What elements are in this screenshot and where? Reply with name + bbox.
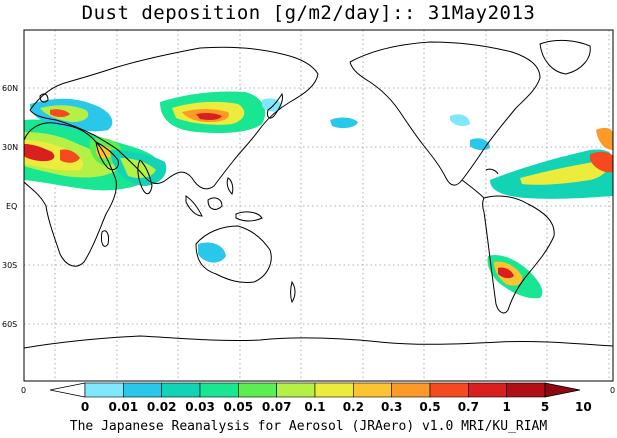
axis-end-left: 0 xyxy=(21,386,26,395)
dust-pacific-patch xyxy=(330,117,358,129)
colorbar-label: 0.02 xyxy=(147,400,177,414)
dust-australia-outer xyxy=(198,242,226,263)
dust-atlantic-core xyxy=(590,151,613,173)
map-title: Dust deposition [g/m2/day]:: 31May2013 xyxy=(81,2,536,24)
dust-wafrica-edge xyxy=(596,127,613,150)
coast-greenland xyxy=(539,39,591,75)
axis-end-right: 0 xyxy=(610,386,615,395)
dust-atlantic-mid xyxy=(520,160,608,185)
coastlines xyxy=(24,39,613,381)
coast-sumatra xyxy=(185,195,203,217)
colorbar-bin xyxy=(468,382,507,398)
dust-med-core xyxy=(50,109,70,117)
colorbar-label: 0.5 xyxy=(419,400,440,414)
colorbar-bin xyxy=(123,382,162,398)
colorbar: 0 0.01 0.02 0.03 0.05 0.07 0.1 0.2 0.3 0.5 0.7 1 5 10 xyxy=(49,382,592,414)
coast-newguinea xyxy=(235,211,263,222)
colorbar-label: 0.2 xyxy=(343,400,364,414)
colorbar-label: 0.03 xyxy=(185,400,215,414)
coast-north-america xyxy=(349,41,541,186)
colorbar-bin xyxy=(276,382,316,398)
coast-australia xyxy=(195,225,272,283)
coast-madagascar xyxy=(101,230,109,247)
coast-newzealand xyxy=(290,280,296,304)
colorbar-label: 0 xyxy=(81,400,89,414)
coast-caribbean xyxy=(485,168,499,175)
coast-borneo xyxy=(207,197,223,210)
colorbar-arrow-low xyxy=(49,382,86,398)
colorbar-label: 0.3 xyxy=(381,400,402,414)
colorbar-bin xyxy=(161,382,201,398)
colorbar-bin xyxy=(84,382,124,398)
map-border xyxy=(23,29,614,382)
lat-label-eq: EQ xyxy=(6,202,17,211)
coast-antarctica xyxy=(24,335,613,381)
lat-label-60s: 60S xyxy=(2,320,17,329)
colorbar-label: 0.07 xyxy=(262,400,292,414)
colorbar-arrow-high xyxy=(544,382,581,398)
lat-tick-labels: 60N 30N EQ 30S 60S xyxy=(2,84,18,329)
coast-uk xyxy=(39,93,49,103)
coast-india xyxy=(137,159,153,195)
coast-africa xyxy=(24,122,117,267)
colorbar-label: 0.1 xyxy=(304,400,325,414)
colorbar-bin xyxy=(506,382,546,398)
coast-philippines xyxy=(226,177,234,195)
colorbar-label: 1 xyxy=(502,400,510,414)
colorbar-bin xyxy=(353,382,392,398)
dust-na-patch-1 xyxy=(450,114,470,127)
coast-arabia xyxy=(95,141,119,171)
colorbar-label: 10 xyxy=(575,400,592,414)
dust-sahara-core-2 xyxy=(60,149,80,163)
lat-label-30s: 30S xyxy=(2,261,17,270)
dust-sahara-core xyxy=(24,144,55,162)
colorbar-bin xyxy=(391,382,431,398)
coast-japan xyxy=(267,92,283,119)
colorbar-label: 0.01 xyxy=(109,400,139,414)
coast-eurasia xyxy=(29,46,319,190)
colorbar-bin xyxy=(199,382,239,398)
lat-label-30n: 30N xyxy=(2,143,18,152)
coast-south-america xyxy=(482,195,555,314)
dust-patagonia-core xyxy=(498,267,514,279)
credit-line: The Japanese Reanalysis for Aerosol (JRA… xyxy=(69,419,548,434)
dust-asia-core xyxy=(196,112,222,120)
colorbar-bin xyxy=(429,382,469,398)
colorbar-label: 0.05 xyxy=(224,400,254,414)
dust-arabia-core xyxy=(96,145,114,159)
colorbar-bin xyxy=(314,382,354,398)
lat-label-60n: 60N xyxy=(2,84,18,93)
gridlines xyxy=(24,30,613,381)
coast-central-america xyxy=(461,179,485,199)
map-frame-background xyxy=(24,30,613,381)
colorbar-label: 0.7 xyxy=(458,400,479,414)
colorbar-label: 5 xyxy=(541,400,549,414)
colorbar-bin xyxy=(238,382,277,398)
